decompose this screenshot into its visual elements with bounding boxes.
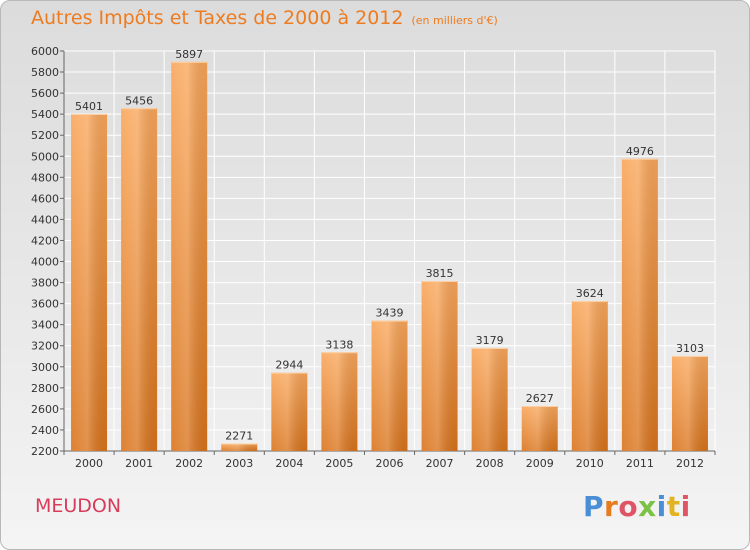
x-tick-label: 2010 (576, 457, 604, 470)
chart-title: Autres Impôts et Taxes de 2000 à 2012 (en… (31, 7, 498, 29)
bar-shine (171, 61, 208, 452)
y-tick-label: 5000 (31, 150, 59, 163)
bar-value-label: 4976 (626, 145, 654, 158)
bar-value-label: 3439 (376, 307, 404, 320)
y-tick-label: 3600 (31, 298, 59, 311)
x-tick-label: 2005 (325, 457, 353, 470)
x-tick-label: 2001 (125, 457, 153, 470)
labels: 2200 2400 2600 2800 3000 3200 3400 3600 3800 4000… (31, 45, 704, 470)
y-tick-label: 5800 (31, 66, 59, 79)
y-tick-label: 3800 (31, 277, 59, 290)
x-tick-label: 2012 (676, 457, 704, 470)
bar-value-label: 5401 (75, 100, 103, 113)
chart-subtitle: (en milliers d'€) (411, 14, 498, 27)
y-tick-label: 3400 (31, 319, 59, 332)
logo-letter: P (583, 490, 605, 523)
x-tick-label: 2008 (476, 457, 504, 470)
logo-letter: x (638, 490, 657, 523)
y-tick-label: 4800 (31, 171, 59, 184)
x-tick-label: 2004 (275, 457, 303, 470)
logo-letter: t (666, 490, 681, 523)
logo-letter: r (604, 490, 619, 523)
y-tick-label: 3000 (31, 361, 59, 374)
bar-value-label: 3179 (476, 334, 504, 347)
y-tick-label: 2600 (31, 403, 59, 416)
y-tick-label: 4000 (31, 256, 59, 269)
bar-shine (671, 355, 708, 451)
y-tick-label: 5600 (31, 87, 59, 100)
x-tick-label: 2006 (376, 457, 404, 470)
y-tick-label: 6000 (31, 45, 59, 58)
bar-shine (571, 301, 608, 451)
bar-value-label: 5456 (125, 94, 153, 107)
y-tick-label: 5400 (31, 108, 59, 121)
bar-value-label: 3624 (576, 287, 604, 300)
bar-shine (471, 347, 508, 451)
bar-value-label: 2627 (526, 392, 554, 405)
logo-letter: i (656, 490, 667, 523)
x-tick-label: 2009 (526, 457, 554, 470)
y-tick-label: 4400 (31, 213, 59, 226)
bar-shine (121, 108, 158, 452)
bars (71, 61, 708, 452)
bar-value-label: 2271 (225, 430, 253, 443)
bar-shine (421, 281, 458, 451)
chart-title-text: Autres Impôts et Taxes de 2000 à 2012 (31, 7, 404, 29)
bar-shine (621, 158, 658, 451)
x-tick-label: 2000 (75, 457, 103, 470)
bar-shine (71, 114, 108, 451)
x-tick-label: 2003 (225, 457, 253, 470)
logo-letter: i (680, 490, 691, 523)
y-tick-label: 2200 (31, 445, 59, 458)
y-tick-label: 4200 (31, 234, 59, 247)
x-tick-label: 2007 (426, 457, 454, 470)
bar-shine (371, 320, 408, 451)
bar-value-label: 3815 (426, 267, 454, 280)
logo-letter: o (618, 490, 639, 523)
bar-shine (221, 443, 258, 451)
x-tick-label: 2002 (175, 457, 203, 470)
x-tick-label: 2011 (626, 457, 654, 470)
y-tick-label: 5200 (31, 129, 59, 142)
bar-shine (521, 406, 558, 451)
bar-shine (271, 372, 308, 451)
bar-value-label: 2944 (275, 359, 303, 372)
y-tick-label: 4600 (31, 192, 59, 205)
y-tick-label: 2800 (31, 382, 59, 395)
y-tick-label: 3200 (31, 340, 59, 353)
bar-shine (321, 352, 358, 451)
bar-value-label: 3103 (676, 342, 704, 355)
y-tick-label: 2400 (31, 424, 59, 437)
bar-value-label: 3138 (325, 338, 353, 351)
town-name: MEUDON (35, 495, 122, 517)
bar-value-label: 5897 (175, 48, 203, 61)
proxiti-logo: Proxiti (583, 490, 691, 523)
